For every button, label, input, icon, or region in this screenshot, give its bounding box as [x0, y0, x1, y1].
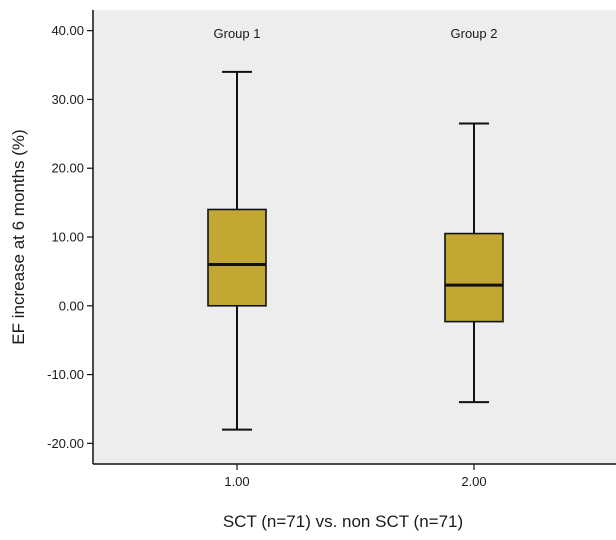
y-axis-title: EF increase at 6 months (%)	[9, 129, 28, 344]
y-tick-label: -10.00	[47, 367, 84, 382]
y-ticks: 40.00 30.00 20.00 10.00 0.00 -10.00 -20.00	[47, 23, 93, 451]
box-group: Group 1	[207, 26, 267, 431]
x-axis-title: SCT (n=71) vs. non SCT (n=71)	[223, 512, 463, 531]
y-tick-label: 10.00	[51, 230, 84, 245]
group-label: Group 1	[214, 26, 261, 41]
iqr-box	[207, 208, 267, 307]
x-tick-label: 2.00	[461, 474, 486, 489]
x-tick-label: 1.00	[224, 474, 249, 489]
y-tick-label: 40.00	[51, 23, 84, 38]
iqr-box	[444, 232, 504, 323]
y-tick-label: 20.00	[51, 161, 84, 176]
y-tick-label: 30.00	[51, 92, 84, 107]
box-group: Group 2	[444, 26, 504, 404]
boxes: Group 1 Group 2	[207, 26, 504, 431]
group-label: Group 2	[451, 26, 498, 41]
y-tick-label: -20.00	[47, 436, 84, 451]
y-tick-label: 0.00	[59, 298, 84, 313]
plot-area	[93, 10, 616, 464]
x-ticks: 1.00 2.00	[224, 464, 487, 489]
